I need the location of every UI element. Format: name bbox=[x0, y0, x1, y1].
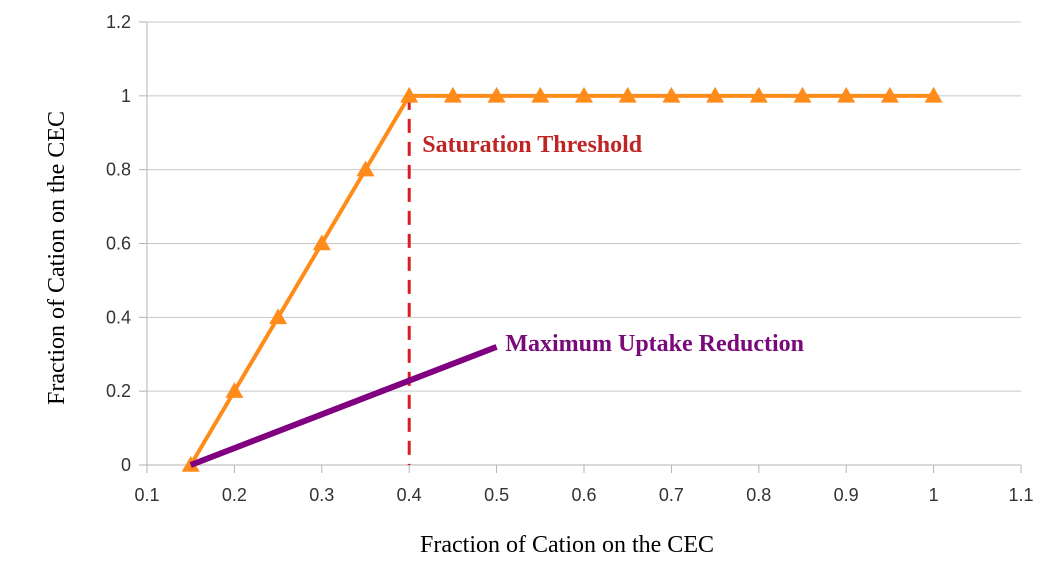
annotation-layer: Saturation Threshold Maximum Uptake Reduc… bbox=[422, 132, 804, 357]
y-tick-label: 1.2 bbox=[106, 12, 131, 32]
x-tick-label: 0.2 bbox=[222, 485, 247, 505]
x-axis-title: Fraction of Cation on the CEC bbox=[420, 532, 714, 558]
x-tick-label: 0.9 bbox=[834, 485, 859, 505]
x-tick-label: 0.4 bbox=[397, 485, 422, 505]
series-1-point bbox=[487, 86, 506, 103]
series-1-point bbox=[618, 86, 637, 103]
y-tick-label: 0.2 bbox=[106, 381, 131, 401]
series-1-line bbox=[188, 93, 934, 467]
series-1-point bbox=[443, 86, 462, 103]
y-axis-title: Fraction of Cation on the CEC bbox=[44, 111, 70, 405]
axis-layer: 0 0.2 0.4 0.6 0.8 1 1.2 0.1 0.2 0.3 0.4 0.5 0.6 0.7 0.… bbox=[106, 12, 1034, 505]
series-1-point bbox=[793, 86, 812, 103]
x-tick-label: 0.5 bbox=[484, 485, 509, 505]
y-tick-label: 0.4 bbox=[106, 307, 131, 327]
series-1-point bbox=[225, 382, 244, 398]
series-1-point bbox=[269, 308, 288, 325]
x-tick-label: 0.3 bbox=[309, 485, 334, 505]
series-1-point bbox=[312, 234, 331, 251]
series-1-point bbox=[924, 86, 943, 103]
series-1-point bbox=[706, 86, 725, 103]
x-tick-label: 0.1 bbox=[134, 485, 159, 505]
series-layer bbox=[181, 86, 943, 472]
maximum-uptake-reduction-label: Maximum Uptake Reduction bbox=[505, 331, 804, 357]
x-tick-label: 1.1 bbox=[1008, 485, 1033, 505]
series-2-line bbox=[189, 344, 498, 468]
series-1-point bbox=[575, 86, 593, 103]
saturation-threshold-label: Saturation Threshold bbox=[422, 132, 642, 158]
series-1-point bbox=[400, 86, 419, 103]
x-tick-label: 0.6 bbox=[571, 485, 596, 505]
y-tick-label: 1 bbox=[121, 86, 131, 106]
y-tick-label: 0.8 bbox=[106, 160, 131, 180]
series-1-point bbox=[749, 86, 768, 103]
series-1-point bbox=[662, 86, 681, 103]
x-tick-label: 0.7 bbox=[659, 485, 684, 505]
series-1-point bbox=[356, 160, 375, 177]
series-1-point bbox=[531, 86, 550, 103]
x-tick-label: 1 bbox=[929, 485, 939, 505]
series-1-point bbox=[837, 86, 856, 103]
y-tick-label: 0 bbox=[121, 455, 131, 475]
x-tick-label: 0.8 bbox=[746, 485, 771, 505]
y-tick-label: 0.6 bbox=[106, 234, 131, 254]
series-1-point bbox=[880, 86, 899, 103]
